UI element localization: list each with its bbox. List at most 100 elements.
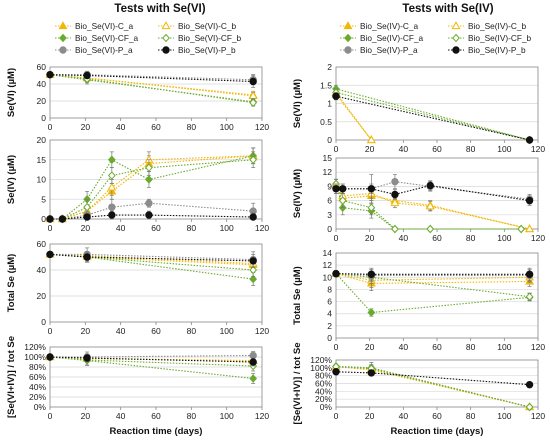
series-Pb [46, 250, 257, 268]
data-point [107, 155, 116, 164]
y-tick-label: 60% [315, 379, 332, 389]
data-point [249, 213, 257, 221]
data-point [83, 71, 91, 80]
data-point [391, 177, 399, 186]
series-CFa [332, 362, 534, 412]
y-tick-label: 0 [327, 224, 332, 234]
data-point [367, 308, 376, 317]
data-point [332, 92, 340, 100]
x-tick-label: 100 [497, 233, 511, 243]
data-point [332, 185, 340, 193]
legend-label: Bio_Se(VI)-C_a [75, 21, 133, 31]
legend-marker [58, 21, 68, 30]
data-point [108, 203, 116, 211]
y-axis-label: [Se(VI+IV)] / tot Se [6, 336, 17, 418]
y-tick-label: 0% [34, 402, 47, 412]
legend-marker [162, 46, 170, 54]
x-tick-label: 0 [48, 122, 53, 132]
series-line [336, 181, 530, 200]
y-tick-label: 0 [41, 214, 46, 224]
y-tick-label: 40% [315, 386, 332, 396]
y-tick-label: 0% [320, 402, 333, 412]
data-point [249, 98, 258, 107]
x-tick-label: 60 [432, 342, 442, 352]
legend-right: Bio_Se(IV)-C_a Bio_Se(IV)-C_b Bio_Se(IV)-C… [340, 21, 532, 55]
x-tick-label: 0 [334, 233, 339, 243]
y-tick-label: 80% [315, 371, 332, 381]
y-tick-label: 0 [41, 113, 46, 123]
x-tick-label: 60 [432, 411, 442, 421]
y-tick-label: 3 [327, 210, 332, 220]
panel-iv-se4: 0 3 6 9 12 15 0 20 40 60 80 100 120 Se(IV) (µM) [292, 153, 545, 243]
y-tick-label: 40 [37, 79, 47, 89]
y-axis-label: Total Se (µM) [292, 266, 303, 325]
series-line [335, 94, 372, 141]
x-tick-label: 120 [531, 411, 545, 421]
data-point [426, 224, 435, 234]
x-tick-label: 80 [466, 342, 476, 352]
x-tick-label: 0 [334, 411, 339, 421]
y-tick-label: 20% [315, 394, 332, 404]
y-axis-label: Se(IV) (µM) [6, 155, 17, 204]
data-point [426, 181, 434, 190]
data-point [390, 198, 400, 207]
x-tick-label: 60 [151, 326, 161, 336]
series-line [335, 365, 530, 408]
legend-marker [452, 46, 460, 54]
x-axis-label: Reaction time (days) [391, 426, 484, 437]
series-Cb [45, 147, 258, 223]
legend-label: Bio_Se(IV)-P_b [468, 45, 526, 55]
x-tick-label: 20 [81, 411, 91, 421]
data-point [367, 270, 376, 278]
x-tick-label: 60 [151, 122, 161, 132]
data-point [249, 358, 257, 366]
series-CFb [332, 362, 534, 412]
series-Ca [45, 147, 258, 223]
data-point [367, 185, 376, 193]
x-tick-label: 80 [187, 122, 197, 132]
series-line [335, 273, 530, 275]
x-tick-label: 20 [365, 233, 375, 243]
series-Pa [332, 269, 534, 282]
legend-label: Bio_Se(IV)-C_a [360, 21, 418, 31]
y-tick-label: 6 [327, 297, 332, 307]
series-line [335, 371, 530, 386]
series-line [335, 91, 530, 141]
y-tick-label: 0 [41, 317, 46, 327]
y-tick-label: 60 [37, 62, 47, 72]
data-point [391, 224, 399, 234]
y-tick-label: 40 [37, 265, 47, 275]
data-point [525, 196, 534, 205]
series-Pb [332, 180, 534, 206]
legend-marker [344, 33, 352, 43]
data-point [367, 369, 376, 377]
x-tick-label: 120 [255, 223, 269, 233]
x-tick-label: 120 [531, 144, 545, 154]
data-point [425, 201, 435, 210]
x-tick-label: 20 [81, 326, 91, 336]
y-tick-label: 12 [323, 260, 333, 270]
series-CFb [332, 178, 526, 234]
x-tick-label: 20 [81, 223, 91, 233]
y-tick-label: 120% [24, 342, 46, 352]
data-point [145, 211, 153, 219]
data-point [46, 70, 54, 79]
data-point [332, 269, 340, 278]
series-Pb [332, 92, 534, 144]
x-tick-label: 120 [531, 342, 545, 352]
series-Pb [46, 210, 257, 223]
x-tick-label: 100 [220, 411, 234, 421]
y-tick-label: 8 [327, 284, 332, 294]
y-tick-label: 20 [37, 291, 47, 301]
y-tick-label: 10 [323, 272, 333, 282]
x-tick-label: 80 [466, 233, 476, 243]
data-point [83, 354, 91, 362]
x-tick-label: 40 [399, 144, 409, 154]
series-line [49, 253, 254, 280]
y-tick-label: 10 [37, 175, 47, 185]
panel-vi-se4: 0 5 10 15 20 0 20 40 60 80 100 120 Se(IV) (µM) [6, 135, 269, 233]
data-point [249, 265, 258, 275]
y-tick-label: 120% [310, 355, 332, 365]
x-tick-label: 100 [220, 122, 234, 132]
